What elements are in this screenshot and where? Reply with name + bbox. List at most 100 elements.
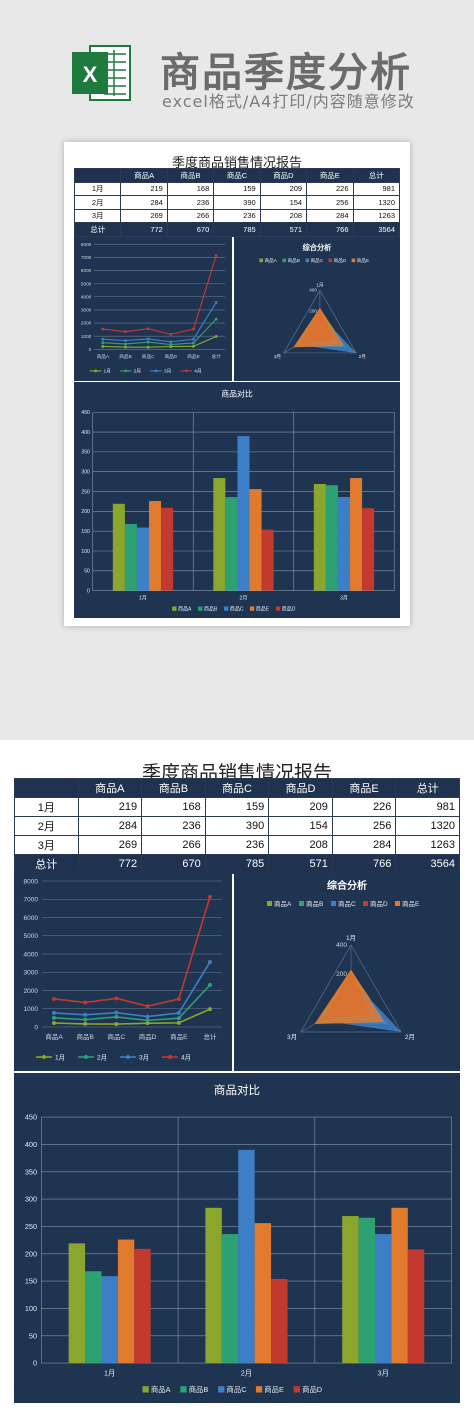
thumb-bar-1月-商品C bbox=[136, 527, 150, 591]
thumb-total-cell: 3564 bbox=[352, 222, 401, 237]
thumb-line-series-1月 bbox=[102, 335, 217, 348]
total-label: 总计 bbox=[14, 854, 79, 874]
row-label: 3月 bbox=[14, 835, 79, 855]
thumb-table-cell: 168 bbox=[166, 181, 215, 196]
line-point bbox=[83, 1017, 88, 1022]
bar-xtick-label: 1月 bbox=[104, 1369, 115, 1378]
line-xtick-label: 商品E bbox=[170, 1032, 188, 1041]
thumb-radar-legend-swatch bbox=[328, 258, 333, 263]
line-point bbox=[208, 983, 212, 988]
thumb-header-cell: 商品E bbox=[306, 168, 354, 183]
thumb-header-cell bbox=[73, 168, 122, 183]
thumb-line-legend-label: 2月 bbox=[134, 369, 141, 375]
thumb-line-legend-marker bbox=[184, 369, 188, 373]
thumb-bar-3月-商品D bbox=[362, 508, 375, 591]
thumb-bar-2月-商品A bbox=[213, 478, 226, 591]
thumb-line-point bbox=[192, 344, 195, 348]
table-cell: 390 bbox=[204, 816, 270, 836]
thumb-radar-legend-label: 商品D bbox=[334, 257, 347, 264]
table-row: 2月 284 236 390 154 256 1320 bbox=[14, 816, 460, 836]
thumb-line-legend-marker bbox=[94, 369, 98, 373]
bar-2月-商品B bbox=[221, 1234, 239, 1364]
bar-1月-商品C bbox=[101, 1276, 118, 1364]
thumb-line-point bbox=[146, 337, 150, 341]
line-ytick-label: 1000 bbox=[24, 1006, 39, 1013]
thumb-table-cell: 284 bbox=[306, 208, 354, 223]
bar-2月-商品E bbox=[254, 1223, 272, 1364]
line-series-3月 bbox=[53, 961, 211, 1018]
line-point bbox=[208, 959, 212, 964]
thumb-bar-ytick-label: 150 bbox=[81, 529, 90, 535]
line-ytick-label: 4000 bbox=[24, 951, 39, 958]
radar-legend-label: 商品E bbox=[402, 899, 420, 908]
line-point bbox=[114, 1014, 119, 1019]
thumb-bar-3月-商品B bbox=[325, 485, 338, 591]
thumb-line-series-2月 bbox=[102, 318, 217, 346]
thumb-radar-legend-label: 商品C bbox=[311, 257, 324, 264]
thumb-table-cell: 236 bbox=[213, 208, 261, 223]
table-cell: 226 bbox=[331, 797, 397, 817]
thumb-line-ytick-label: 1000 bbox=[81, 334, 92, 339]
table-cell: 208 bbox=[268, 835, 333, 855]
bar-ytick-label: 300 bbox=[25, 1195, 37, 1204]
thumb-total-cell: 670 bbox=[166, 222, 215, 237]
thumb-bar-ytick-label: 300 bbox=[81, 469, 90, 475]
thumb-table-cell: 981 bbox=[352, 181, 401, 196]
line-point bbox=[208, 894, 212, 899]
thumb-radar-legend-swatch bbox=[305, 258, 310, 263]
thumb-bar-legend-swatch bbox=[275, 606, 281, 611]
thumb-bar-3月-商品C bbox=[337, 497, 351, 591]
line-xtick-label: 商品B bbox=[77, 1032, 94, 1041]
bar-legend-label: 商品A bbox=[151, 1385, 171, 1394]
line-point bbox=[52, 1021, 56, 1026]
thumb-line-point bbox=[169, 343, 173, 346]
thumb-bar-legend-label: 商品B bbox=[204, 605, 218, 612]
radar-legend-label: 商品D bbox=[370, 899, 388, 908]
bar-2月-商品D bbox=[271, 1278, 288, 1364]
bar-ytick-label: 50 bbox=[29, 1331, 37, 1340]
table-cell: 209 bbox=[268, 797, 333, 817]
thumb-bar-legend-label: 商品C bbox=[230, 605, 244, 612]
thumb-line-ytick-label: 6000 bbox=[81, 268, 92, 273]
thumb-bar-legend-label: 商品D bbox=[282, 605, 296, 612]
line-point bbox=[145, 1018, 150, 1023]
table-row: 3月 269 266 236 208 284 1263 bbox=[14, 835, 460, 855]
thumb-line-point bbox=[146, 345, 150, 349]
thumb-line-point bbox=[124, 342, 127, 346]
logo-letter: X bbox=[83, 62, 98, 87]
thumb-bar-legend-swatch bbox=[198, 606, 203, 611]
thumb-header-cell: 总计 bbox=[352, 168, 401, 183]
line-point bbox=[145, 1004, 150, 1009]
thumb-line-ytick-label: 0 bbox=[89, 347, 92, 352]
thumb-bar-2月-商品D bbox=[261, 529, 274, 591]
thumb-row-label: 2月 bbox=[73, 195, 122, 210]
thumb-bar-ytick-label: 50 bbox=[84, 569, 90, 575]
thumb-line-point bbox=[101, 345, 105, 348]
line-point bbox=[83, 1012, 88, 1017]
radar-legend-swatch bbox=[267, 901, 272, 906]
thumb-line-point bbox=[214, 254, 218, 258]
thumb-bar-ytick-label: 200 bbox=[81, 509, 90, 515]
thumb-table-cell: 226 bbox=[306, 181, 354, 196]
total-cell: 670 bbox=[141, 854, 206, 874]
radar-legend-label: 商品C bbox=[338, 899, 356, 908]
thumb-bar-legend-label: 商品E bbox=[256, 605, 270, 612]
bar-legend-label: 商品B bbox=[189, 1385, 209, 1394]
thumb-total-cell: 571 bbox=[259, 222, 308, 237]
thumb-report-title: 季度商品销售情况报告 bbox=[171, 155, 302, 170]
header-cell bbox=[14, 778, 79, 798]
bar-ytick-label: 150 bbox=[25, 1277, 37, 1286]
line-point bbox=[52, 996, 56, 1001]
bar-legend-swatch bbox=[180, 1386, 187, 1393]
thumb-line-point bbox=[169, 340, 173, 344]
line-ytick-label: 7000 bbox=[24, 897, 39, 904]
thumb-line-xtick-label: 商品A bbox=[97, 353, 110, 360]
thumb-line-point bbox=[214, 317, 218, 321]
thumb-table-cell: 1320 bbox=[352, 195, 401, 210]
radar-axis-label: 3月 bbox=[287, 1033, 297, 1041]
thumb-line-point bbox=[101, 341, 105, 345]
line-ytick-label: 3000 bbox=[24, 970, 39, 977]
thumb-radar-legend-label: 商品A bbox=[264, 257, 277, 264]
line-point bbox=[83, 1000, 88, 1005]
